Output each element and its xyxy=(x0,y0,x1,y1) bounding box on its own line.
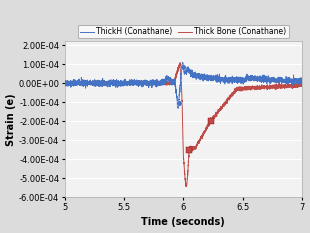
ThickH (Conathane) xyxy=(104,84,108,87)
Thick Bone (Conathane) xyxy=(300,84,303,86)
Thick Bone (Conathane) xyxy=(295,84,299,86)
ThickH (Conathane) xyxy=(164,79,168,81)
ThickH (Conathane) xyxy=(63,81,67,84)
Y-axis label: Strain (e): Strain (e) xyxy=(6,93,16,146)
Thick Bone (Conathane) xyxy=(184,185,188,188)
ThickH (Conathane) xyxy=(176,107,180,110)
Line: ThickH (Conathane): ThickH (Conathane) xyxy=(65,62,302,108)
Thick Bone (Conathane) xyxy=(104,83,108,86)
Thick Bone (Conathane) xyxy=(154,82,157,84)
Thick Bone (Conathane) xyxy=(178,61,182,64)
ThickH (Conathane) xyxy=(270,76,274,79)
ThickH (Conathane) xyxy=(181,61,184,64)
Line: Thick Bone (Conathane): Thick Bone (Conathane) xyxy=(65,63,302,186)
Thick Bone (Conathane) xyxy=(63,80,67,83)
Thick Bone (Conathane) xyxy=(270,87,274,89)
ThickH (Conathane) xyxy=(300,80,303,83)
Thick Bone (Conathane) xyxy=(90,83,94,86)
ThickH (Conathane) xyxy=(90,82,94,84)
X-axis label: Time (seconds): Time (seconds) xyxy=(141,217,225,227)
ThickH (Conathane) xyxy=(295,79,299,82)
Thick Bone (Conathane) xyxy=(164,81,168,83)
Legend: ThickH (Conathane), Thick Bone (Conathane): ThickH (Conathane), Thick Bone (Conathan… xyxy=(78,25,289,38)
ThickH (Conathane) xyxy=(154,83,157,86)
